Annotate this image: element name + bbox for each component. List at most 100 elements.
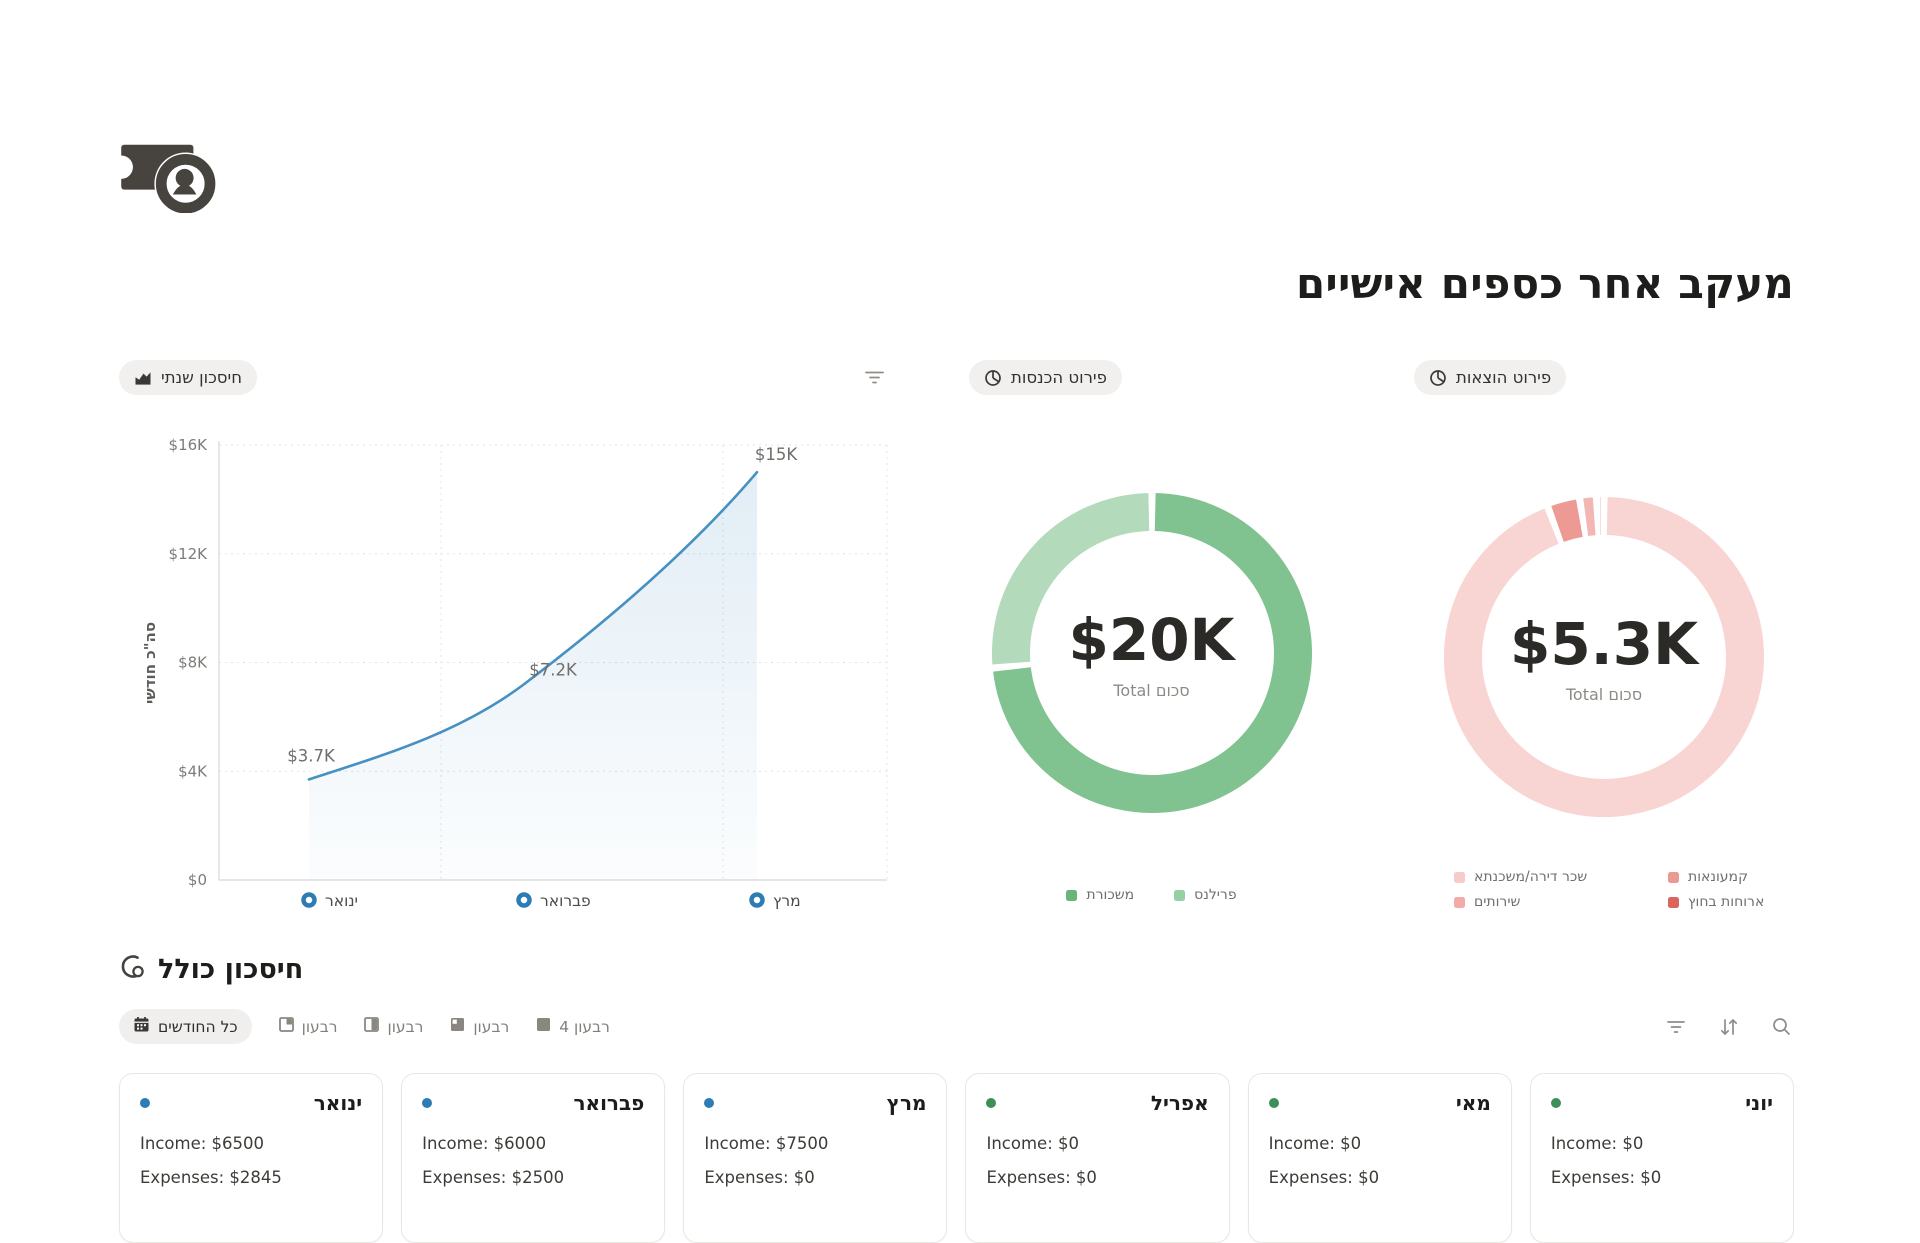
sort-icon[interactable] xyxy=(1716,1015,1742,1039)
month-card[interactable]: מרץ Income: $7500 Expenses: $0 xyxy=(683,1073,948,1243)
income-legend: משכורת פרילנס xyxy=(969,887,1334,903)
month-card[interactable]: פברואר Income: $6000 Expenses: $2500 xyxy=(401,1073,666,1243)
month-card[interactable]: ינואר Income: $6500 Expenses: $2845 xyxy=(119,1073,384,1243)
expenses-pill[interactable]: פירוט הוצאות xyxy=(1414,360,1567,396)
pie-chart-icon xyxy=(1429,369,1447,387)
donut-segment xyxy=(1551,499,1584,543)
card-month-title: יוני xyxy=(1745,1091,1773,1116)
card-top: יוני xyxy=(1550,1091,1773,1116)
month-status-dot xyxy=(140,1098,150,1109)
tab-label: כל החודשים xyxy=(158,1017,238,1036)
legend-label: קמעונאות xyxy=(1688,869,1748,886)
svg-text:$12K: $12K xyxy=(169,545,209,563)
money-logo-icon xyxy=(109,144,221,217)
donut-segment xyxy=(991,493,1150,665)
card-expenses: Expenses: $2500 xyxy=(422,1168,565,1188)
expenses-donut-chart xyxy=(1443,497,1764,818)
svg-text:$0: $0 xyxy=(188,871,207,889)
chart-filter-icon[interactable] xyxy=(860,366,889,389)
tab-all-months[interactable]: כל החודשים xyxy=(119,1009,252,1045)
month-axis-label: מרץ xyxy=(773,892,801,910)
quarter-2-icon xyxy=(364,1017,380,1036)
logo-row xyxy=(109,0,1794,217)
tab-label: רבעון xyxy=(301,1017,338,1036)
tab-quarter-3[interactable]: רבעון xyxy=(450,1010,509,1043)
card-top: אפריל xyxy=(986,1091,1209,1116)
month-marker-dot xyxy=(516,892,532,909)
toolbar xyxy=(1663,1014,1794,1039)
legend-swatch xyxy=(1454,871,1465,883)
svg-text:$7.2K: $7.2K xyxy=(529,661,578,680)
svg-text:$16K: $16K xyxy=(169,436,209,454)
income-donut: $20K סכום Total xyxy=(982,483,1322,827)
card-expenses: Expenses: $0 xyxy=(1550,1168,1662,1188)
month-axis-label: ינואר xyxy=(325,892,358,910)
search-icon[interactable] xyxy=(1769,1014,1794,1039)
month-axis-label: פברואר xyxy=(540,892,591,910)
income-pill[interactable]: פירוט הכנסות xyxy=(969,360,1122,396)
card-expenses: Expenses: $2845 xyxy=(140,1168,282,1188)
legend-label: ארוחות בחוץ xyxy=(1688,894,1765,911)
annual-savings-header: חיסכון שנתי xyxy=(119,360,889,396)
legend-swatch xyxy=(1174,889,1186,901)
legend-label: משכורת xyxy=(1086,887,1135,904)
month-cards: ינואר Income: $6500 Expenses: $2845 פברואר I… xyxy=(119,1073,1794,1243)
page-title: מעקב אחר כספים אישיים xyxy=(1295,259,1794,308)
month-card[interactable]: אפריל Income: $0 Expenses: $0 xyxy=(965,1073,1230,1243)
legend-swatch xyxy=(1668,871,1679,883)
card-month-title: מרץ xyxy=(886,1091,927,1116)
expenses-pill-label: פירוט הוצאות xyxy=(1456,368,1552,388)
tab-quarter-1[interactable]: רבעון xyxy=(278,1010,338,1043)
quarter-3-icon xyxy=(450,1017,465,1036)
donut-segment xyxy=(1443,497,1764,818)
income-header: פירוט הכנסות xyxy=(969,360,1334,396)
month-status-dot xyxy=(422,1098,433,1109)
dashboard-panels: חיסכון שנתי $0 $4K $8K $12K $16K סה"כ חודשי $3… xyxy=(119,360,1794,923)
legend-swatch xyxy=(1454,896,1465,908)
month-marker-dot xyxy=(749,892,765,909)
legend-label: פרילנס xyxy=(1194,887,1237,904)
card-month-title: אפריל xyxy=(1150,1091,1209,1116)
quarter-1-icon xyxy=(278,1017,294,1036)
month-status-dot xyxy=(986,1098,997,1109)
card-top: מאי xyxy=(1268,1091,1491,1116)
svg-text:$3.7K: $3.7K xyxy=(287,747,336,766)
card-top: פברואר xyxy=(422,1091,644,1115)
page: מעקב אחר כספים אישיים חיסכון שנתי xyxy=(109,0,1794,1243)
tabs-row: כל החודשים רבעון רבעון רבעון רבעון 4 xyxy=(119,1009,1794,1045)
card-month-title: פברואר xyxy=(573,1091,645,1116)
legend-item: משכורת xyxy=(1066,887,1134,903)
tab-label: רבעון xyxy=(387,1017,424,1036)
card-income: Income: $7500 xyxy=(704,1134,829,1154)
tab-quarter-4[interactable]: רבעון 4 xyxy=(536,1010,610,1043)
month-marker-dot xyxy=(301,892,317,909)
card-expenses: Expenses: $0 xyxy=(704,1168,815,1188)
filter-icon[interactable] xyxy=(1663,1016,1689,1038)
income-pill-label: פירוט הכנסות xyxy=(1011,368,1107,388)
tab-quarter-2[interactable]: רבעון xyxy=(364,1010,423,1043)
annual-savings-line-chart: $0 $4K $8K $12K $16K סה"כ חודשי $3.7K $7.2K $15K… xyxy=(141,436,888,910)
area-chart-icon xyxy=(134,369,152,387)
donut-segment xyxy=(1583,497,1596,537)
legend-item: ארוחות בחוץ xyxy=(1668,894,1794,910)
coins-icon xyxy=(119,953,147,985)
card-income: Income: $0 xyxy=(1550,1134,1644,1154)
annual-savings-pill[interactable]: חיסכון שנתי xyxy=(119,360,257,396)
card-expenses: Expenses: $0 xyxy=(1268,1168,1380,1188)
expenses-header: פירוט הוצאות xyxy=(1414,360,1794,396)
total-savings-title: חיסכון כולל xyxy=(158,953,304,985)
legend-item: שירותים xyxy=(1454,894,1624,910)
card-expenses: Expenses: $0 xyxy=(986,1168,1097,1188)
tab-label: רבעון 4 xyxy=(559,1017,610,1036)
legend-item: קמעונאות xyxy=(1668,869,1794,885)
calendar-icon xyxy=(133,1016,150,1037)
total-savings-heading: חיסכון כולל xyxy=(119,953,1794,985)
svg-text:$15K: $15K xyxy=(755,445,798,464)
card-income: Income: $6000 xyxy=(422,1134,547,1154)
month-card[interactable]: יוני Income: $0 Expenses: $0 xyxy=(1529,1073,1794,1243)
view-tabs: כל החודשים רבעון רבעון רבעון רבעון 4 xyxy=(119,1009,610,1045)
svg-text:$4K: $4K xyxy=(178,763,208,781)
card-month-title: מאי xyxy=(1455,1091,1491,1116)
card-top: ינואר xyxy=(140,1091,362,1115)
month-card[interactable]: מאי Income: $0 Expenses: $0 xyxy=(1247,1073,1512,1243)
